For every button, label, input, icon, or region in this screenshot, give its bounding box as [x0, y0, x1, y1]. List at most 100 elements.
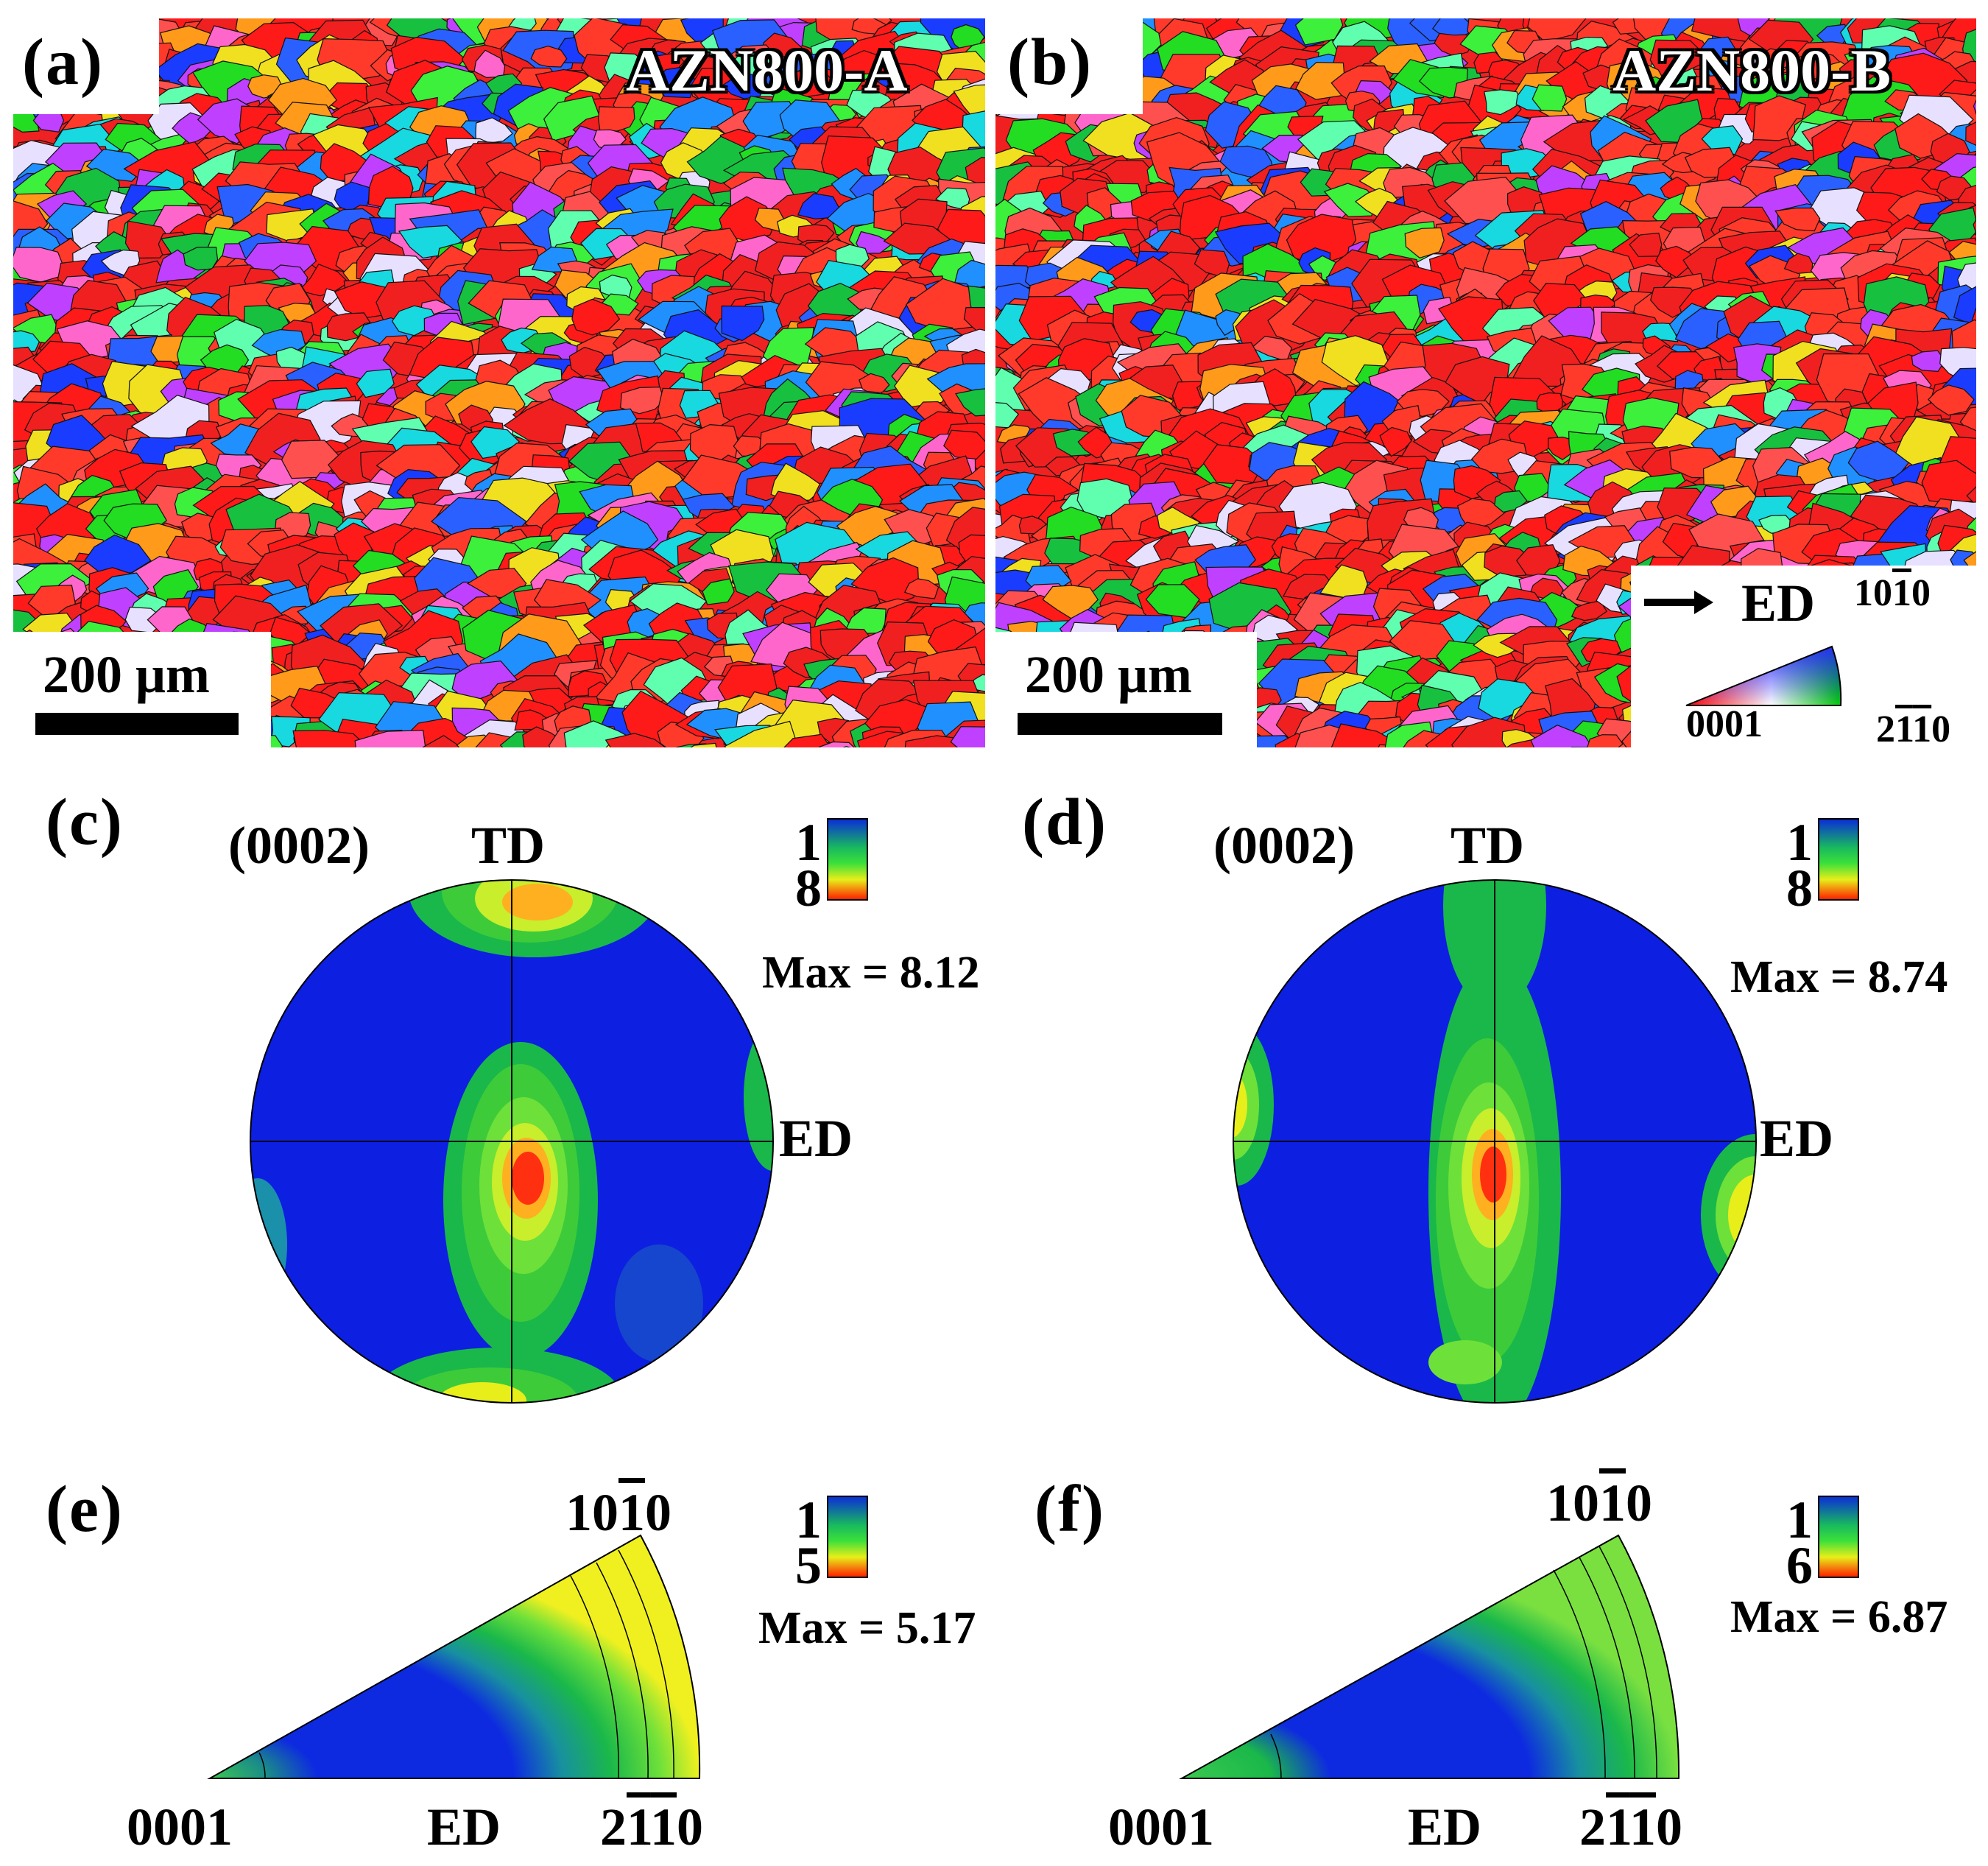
- grain: [950, 726, 985, 747]
- ipf-e-legend-min: 1: [795, 1490, 822, 1549]
- grain: [1404, 227, 1445, 258]
- panel-f-letter: (f): [1034, 1473, 1105, 1546]
- grain: [292, 730, 369, 747]
- grain: [1434, 32, 1474, 57]
- pf-c-right-axis: ED: [779, 1109, 853, 1168]
- pf-c-max: Max = 8.12: [762, 948, 980, 998]
- grain: [1587, 734, 1624, 747]
- grain: [13, 247, 63, 283]
- grain: [1527, 18, 1587, 43]
- ipf-e-max: Max = 5.17: [758, 1603, 976, 1653]
- ipf-key-arrow-icon: [1644, 591, 1713, 614]
- grain: [690, 742, 717, 747]
- pf-d-legend-max: 8: [1786, 859, 1813, 918]
- panel-b-letter-box: [995, 18, 1143, 114]
- sample-label-a: AZN800-A: [626, 37, 908, 104]
- inverse-pole-figure-e: [207, 1534, 701, 1779]
- ipf-e-corner-left: 0001: [127, 1798, 233, 1856]
- grain: [620, 386, 665, 415]
- grain: [475, 117, 513, 145]
- pf-d-plane: (0002): [1213, 816, 1355, 875]
- panel-a-letter: (a): [22, 26, 104, 99]
- grain: [818, 741, 855, 747]
- grain: [856, 230, 894, 254]
- ipf-f-corner-right: 2110: [1579, 1798, 1683, 1856]
- grain: [724, 720, 799, 747]
- grain: [1295, 61, 1345, 100]
- pf-c-legend-max: 8: [795, 859, 822, 918]
- grain: [1484, 89, 1523, 116]
- ipf-e-legend-max: 5: [795, 1536, 822, 1595]
- pf-c-top-axis: TD: [471, 816, 546, 875]
- pf-d-right-axis: ED: [1760, 1109, 1834, 1168]
- ebsd-map-a: [13, 18, 985, 747]
- grain: [597, 106, 635, 132]
- grain: [1531, 84, 1568, 112]
- pf-c-legend-min: 1: [795, 813, 822, 872]
- scalebar-label-b: 200 μm: [1025, 645, 1192, 704]
- grain: [653, 65, 696, 99]
- grain: [1379, 426, 1412, 457]
- grain: [451, 660, 519, 704]
- panel-e-letter: (e): [46, 1473, 124, 1546]
- grain: [530, 45, 568, 68]
- pf-d-top-axis: TD: [1451, 816, 1525, 875]
- ipf-key-right-label: 2110: [1876, 708, 1951, 750]
- grain: [754, 208, 785, 232]
- ipf-e-colorbar: [827, 1496, 868, 1578]
- panel-c-letter: (c): [46, 786, 124, 859]
- sample-label-b: AZN800-B: [1612, 37, 1892, 104]
- inverse-pole-figure-f: [1179, 1534, 1680, 1779]
- grain: [1701, 125, 1744, 155]
- grain: [1966, 486, 1976, 507]
- grain: [1649, 39, 1711, 77]
- ipf-f-max: Max = 6.87: [1730, 1592, 1948, 1642]
- ipf-f-corner-top-text: 1010: [1546, 1474, 1652, 1532]
- ipf-f-colorbar: [1818, 1496, 1859, 1578]
- grain: [1774, 207, 1821, 232]
- ipf-e-corner-right: 2110: [600, 1798, 704, 1856]
- pf-d-legend-min: 1: [1786, 813, 1813, 872]
- scalebar-b: [1018, 713, 1222, 735]
- grain: [1928, 384, 1975, 416]
- grain: [1911, 350, 1946, 373]
- grain: [183, 246, 219, 271]
- grain: [965, 156, 985, 186]
- pf-c-plane: (0002): [228, 816, 370, 875]
- grain: [783, 733, 831, 747]
- ipf-key: [1644, 591, 1842, 706]
- ipf-key-direction: ED: [1741, 574, 1816, 633]
- pf-d-colorbar: [1818, 818, 1859, 901]
- ipf-e-corner-top-text: 1010: [565, 1483, 672, 1542]
- grain: [354, 730, 426, 747]
- grain: [1959, 406, 1976, 436]
- ipf-e-corner-top: 1010: [565, 1486, 672, 1539]
- grain: [796, 71, 836, 98]
- ebsd-grain-map-a: [13, 18, 985, 747]
- grain: [943, 429, 985, 460]
- grain: [422, 735, 462, 747]
- pole-figure-d: [1233, 879, 1757, 1404]
- grain: [702, 578, 735, 605]
- ipf-key-left-label: 0001: [1686, 703, 1763, 745]
- grain: [954, 259, 985, 290]
- grain: [903, 578, 940, 599]
- grain: [604, 733, 666, 747]
- grain: [953, 84, 985, 120]
- grain: [721, 305, 765, 342]
- pf-d-max: Max = 8.74: [1730, 952, 1948, 1002]
- grain: [1847, 440, 1910, 482]
- grain: [1655, 245, 1698, 278]
- grain: [1286, 214, 1357, 266]
- ipf-f-corner-left: 0001: [1108, 1798, 1214, 1856]
- grain: [1484, 545, 1534, 578]
- ipf-key-top-text: 1010: [1854, 572, 1931, 614]
- grain: [1965, 122, 1976, 147]
- grain: [955, 388, 985, 417]
- grain: [1973, 99, 1976, 116]
- ipf-key-box: [1631, 566, 1976, 747]
- grain: [1951, 319, 1976, 355]
- grain: [905, 278, 977, 331]
- ipf-e-corner-mid: ED: [427, 1798, 501, 1856]
- ipf-key-top-label: 1010: [1854, 574, 1931, 613]
